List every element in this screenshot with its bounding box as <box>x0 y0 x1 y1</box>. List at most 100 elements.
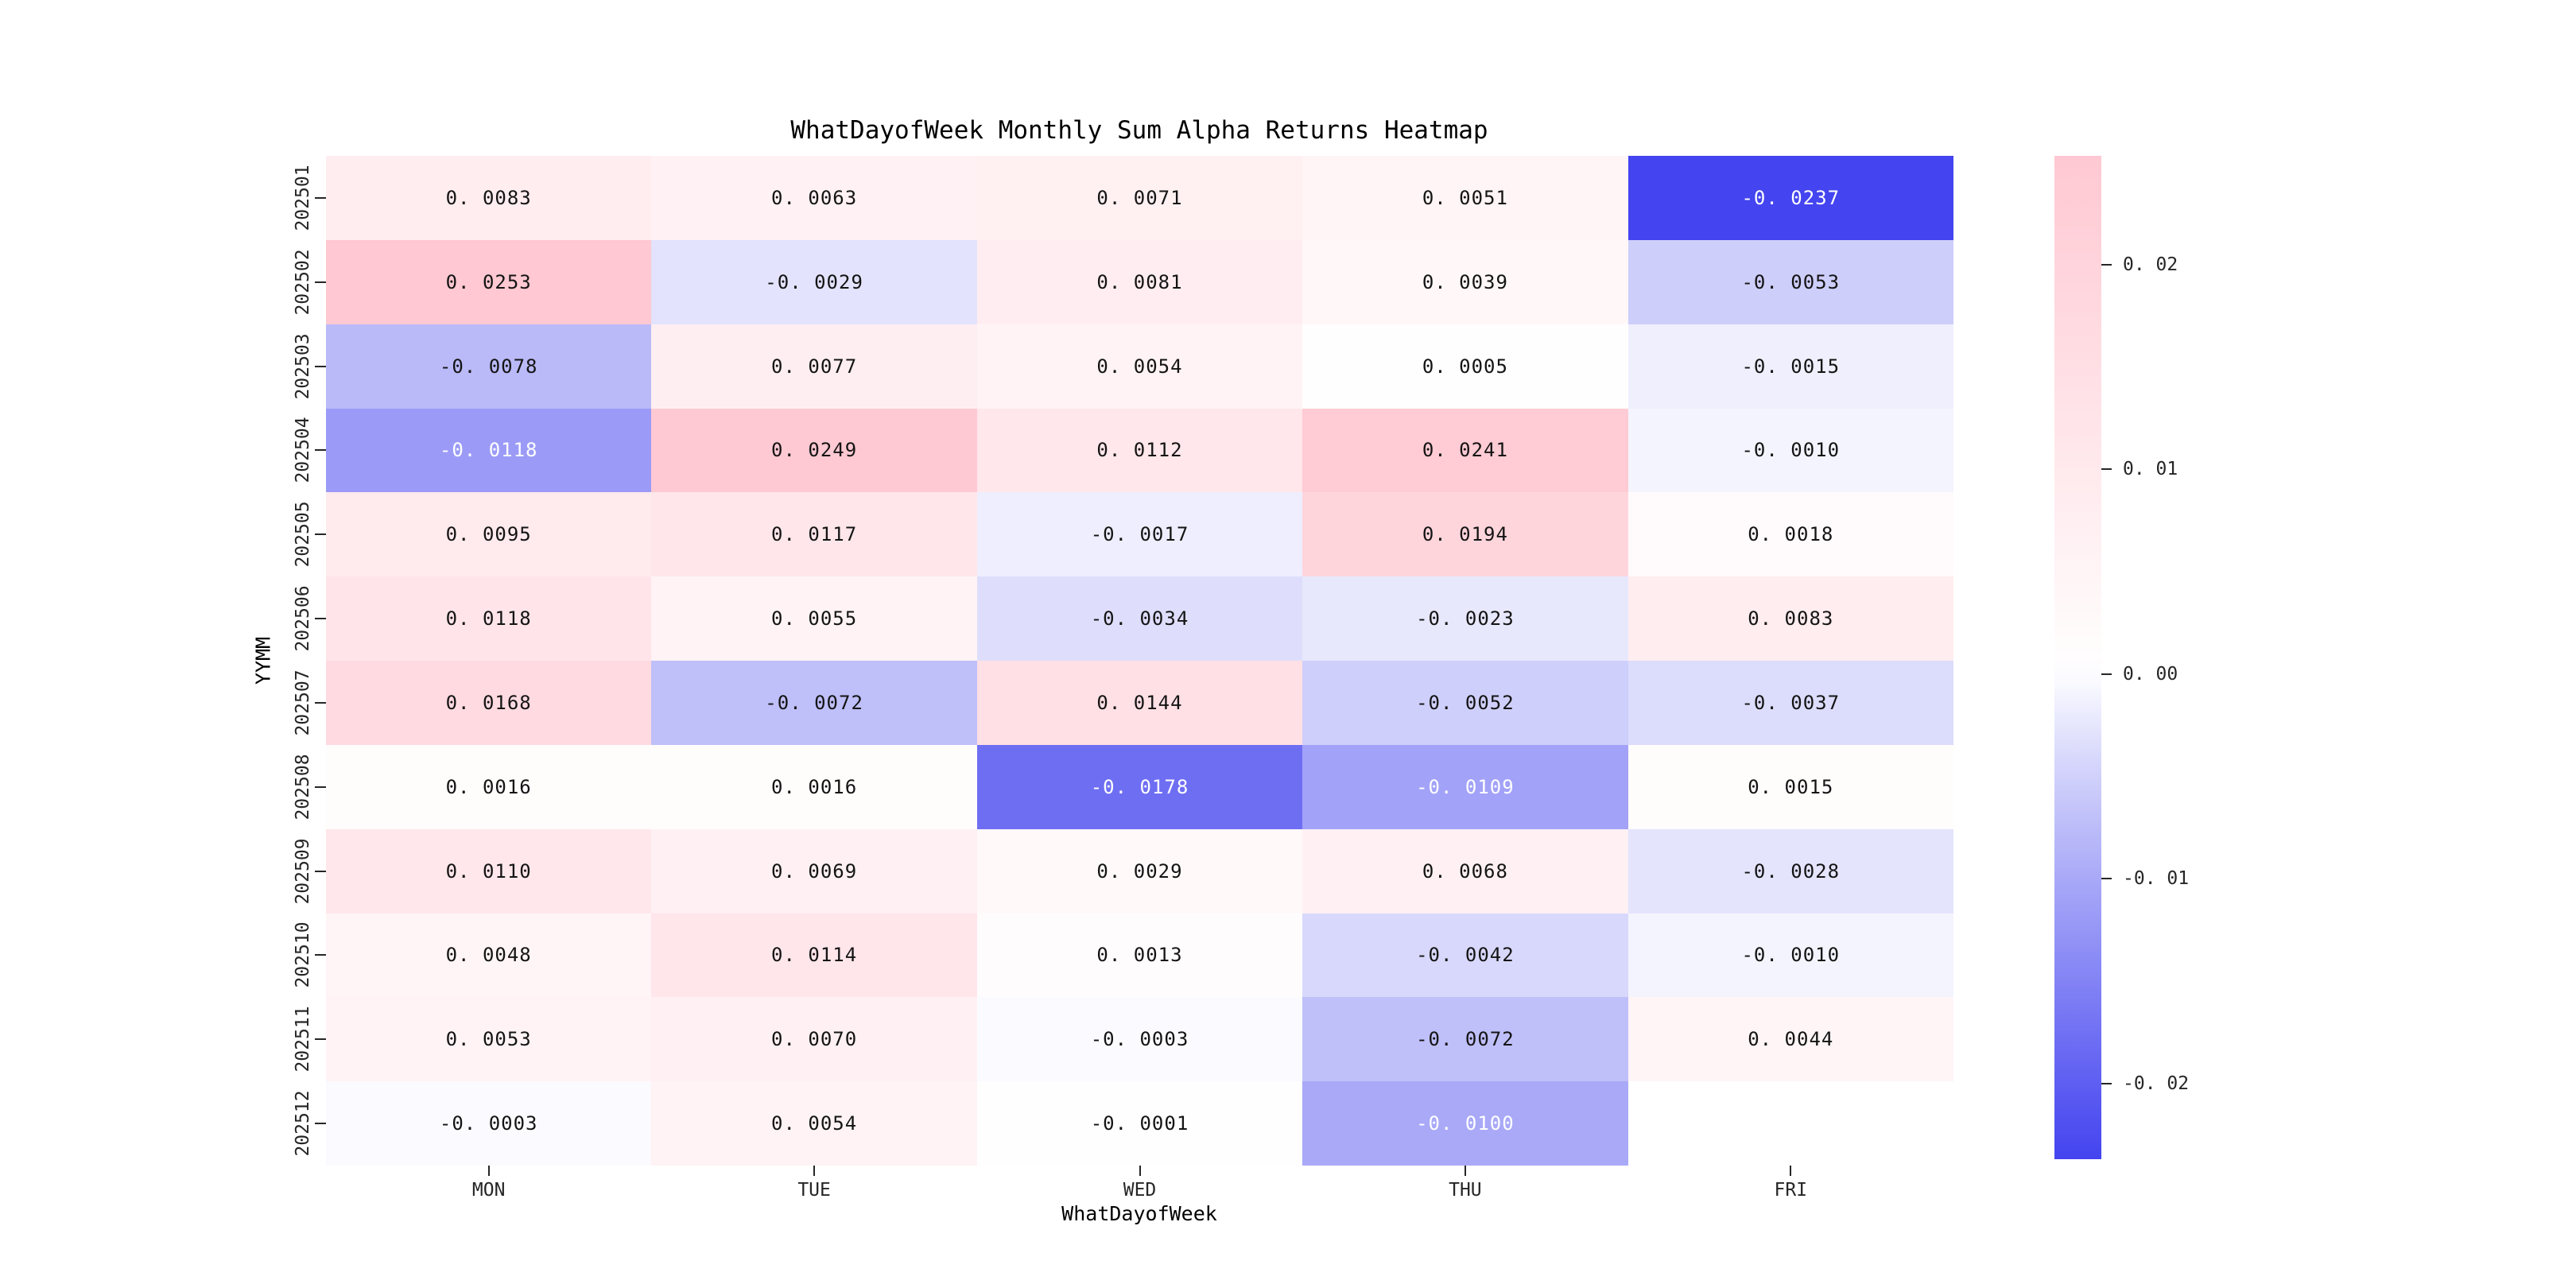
heatmap-cell-202501-MON: 0. 0083 <box>326 156 652 240</box>
x-tick-label: FRI <box>1774 1180 1808 1201</box>
x-tick-label: WED <box>1123 1180 1157 1201</box>
heatmap-cell-202504-THU: 0. 0241 <box>1302 408 1628 493</box>
heatmap-cell-202502-MON: 0. 0253 <box>326 239 652 324</box>
heatmap-cell-202503-TUE: 0. 0077 <box>651 324 977 409</box>
heatmap-cell-202507-MON: 0. 0168 <box>326 661 652 745</box>
colorbar-tick-label: -0. 02 <box>2123 1073 2190 1094</box>
heatmap-cell-202512-TUE: 0. 0054 <box>651 1081 977 1166</box>
colorbar-tick-mark <box>2101 1082 2112 1084</box>
heatmap-cell-202511-FRI: 0. 0044 <box>1627 997 1953 1082</box>
y-tick-mark <box>315 365 326 367</box>
heatmap-cell-202504-WED: 0. 0112 <box>976 408 1303 493</box>
heatmap-cell-202503-MON: -0. 0078 <box>326 324 652 409</box>
chart-title: WhatDayofWeek Monthly Sum Alpha Returns … <box>790 116 1488 145</box>
heatmap-cell-202509-TUE: 0. 0069 <box>651 828 977 914</box>
heatmap-cell-202509-WED: 0. 0029 <box>976 828 1303 914</box>
x-tick-label: MON <box>471 1180 506 1201</box>
heatmap-cell-202505-MON: 0. 0095 <box>326 492 652 577</box>
heatmap-cell-202510-WED: 0. 0013 <box>976 913 1303 998</box>
heatmap-cell-202505-TUE: 0. 0117 <box>651 492 977 577</box>
y-tick-mark <box>315 954 326 956</box>
colorbar-tick-mark <box>2101 673 2112 675</box>
heatmap-cell-202506-FRI: 0. 0083 <box>1627 576 1953 661</box>
heatmap-cell-202502-WED: 0. 0081 <box>976 239 1303 324</box>
heatmap-cell-202510-MON: 0. 0048 <box>326 913 652 998</box>
x-tick-mark <box>1139 1166 1141 1176</box>
heatmap-cell-202501-TUE: 0. 0063 <box>651 156 977 240</box>
colorbar-tick-mark <box>2101 263 2112 266</box>
x-tick-mark <box>1790 1166 1792 1176</box>
heatmap-cell-202511-TUE: 0. 0070 <box>651 997 977 1082</box>
heatmap-cell-202512-FRI <box>1627 1081 1953 1166</box>
y-tick-label: 202511 <box>293 1006 313 1073</box>
heatmap-cell-202509-MON: 0. 0110 <box>326 828 652 914</box>
y-tick-label: 202508 <box>293 754 313 821</box>
heatmap-cell-202508-WED: -0. 0178 <box>976 744 1303 829</box>
colorbar-tick-mark <box>2101 878 2112 880</box>
heatmap-cell-202504-MON: -0. 0118 <box>326 408 652 493</box>
heatmap-cell-202507-TUE: -0. 0072 <box>651 661 977 745</box>
x-tick-mark <box>1464 1166 1466 1176</box>
heatmap-cell-202503-WED: 0. 0054 <box>976 324 1303 409</box>
heatmap-cell-202508-MON: 0. 0016 <box>326 744 652 829</box>
y-tick-mark <box>315 701 326 704</box>
heatmap-cell-202502-FRI: -0. 0053 <box>1627 239 1953 324</box>
heatmap-cell-202512-WED: -0. 0001 <box>976 1081 1303 1166</box>
y-tick-label: 202505 <box>293 501 313 568</box>
y-tick-label: 202502 <box>293 249 313 316</box>
x-tick-mark <box>813 1166 816 1176</box>
y-tick-label: 202512 <box>293 1090 313 1157</box>
heatmap-cell-202508-FRI: 0. 0015 <box>1627 744 1953 829</box>
heatmap-cell-202512-THU: -0. 0100 <box>1302 1081 1628 1166</box>
heatmap-cell-202509-FRI: -0. 0028 <box>1627 828 1953 914</box>
y-tick-label: 202504 <box>293 417 313 483</box>
heatmap-cell-202507-FRI: -0. 0037 <box>1627 661 1953 745</box>
colorbar-tick-label: 0. 02 <box>2123 254 2178 275</box>
heatmap-cell-202511-WED: -0. 0003 <box>976 997 1303 1082</box>
y-tick-label: 202509 <box>293 838 313 905</box>
y-tick-mark <box>315 870 326 872</box>
y-tick-mark <box>315 786 326 788</box>
x-axis-label: WhatDayofWeek <box>1061 1202 1217 1225</box>
colorbar-tick-label: 0. 01 <box>2123 459 2178 480</box>
heatmap-cell-202509-THU: 0. 0068 <box>1302 828 1628 914</box>
heatmap-cell-202511-THU: -0. 0072 <box>1302 997 1628 1082</box>
heatmap-cell-202506-THU: -0. 0023 <box>1302 576 1628 661</box>
heatmap-grid: 0. 0083 0. 0063 0. 0071 0. 0051 -0. 0237 0. 0… <box>326 156 1953 1166</box>
heatmap-cell-202503-THU: 0. 0005 <box>1302 324 1628 409</box>
y-tick-mark <box>315 533 326 536</box>
colorbar-tick-label: -0. 01 <box>2123 868 2190 890</box>
y-tick-label: 202507 <box>293 669 313 736</box>
heatmap-cell-202507-WED: 0. 0144 <box>976 661 1303 745</box>
heatmap-cell-202506-TUE: 0. 0055 <box>651 576 977 661</box>
x-tick-label: TUE <box>797 1180 831 1201</box>
y-tick-mark <box>315 1038 326 1041</box>
heatmap-cell-202510-THU: -0. 0042 <box>1302 913 1628 998</box>
heatmap-cell-202503-FRI: -0. 0015 <box>1627 324 1953 409</box>
heatmap-cell-202512-MON: -0. 0003 <box>326 1081 652 1166</box>
heatmap-cell-202501-THU: 0. 0051 <box>1302 156 1628 240</box>
heatmap-cell-202502-TUE: -0. 0029 <box>651 239 977 324</box>
heatmap-cell-202501-FRI: -0. 0237 <box>1627 156 1953 240</box>
heatmap-cell-202502-THU: 0. 0039 <box>1302 239 1628 324</box>
heatmap-cell-202506-MON: 0. 0118 <box>326 576 652 661</box>
y-tick-mark <box>315 449 326 452</box>
heatmap-cell-202507-THU: -0. 0052 <box>1302 661 1628 745</box>
y-tick-mark <box>315 618 326 620</box>
heatmap-cell-202505-FRI: 0. 0018 <box>1627 492 1953 577</box>
y-tick-mark <box>315 1123 326 1125</box>
y-tick-mark <box>315 196 326 199</box>
heatmap-cell-202501-WED: 0. 0071 <box>976 156 1303 240</box>
heatmap-cell-202511-MON: 0. 0053 <box>326 997 652 1082</box>
heatmap-cell-202510-TUE: 0. 0114 <box>651 913 977 998</box>
x-tick-label: THU <box>1449 1180 1482 1201</box>
heatmap-cell-202504-FRI: -0. 0010 <box>1627 408 1953 493</box>
heatmap-cell-202505-THU: 0. 0194 <box>1302 492 1628 577</box>
heatmap-cell-202508-TUE: 0. 0016 <box>651 744 977 829</box>
colorbar-tick-label: 0. 00 <box>2123 663 2178 685</box>
x-tick-mark <box>487 1166 490 1176</box>
heatmap-cell-202506-WED: -0. 0034 <box>976 576 1303 661</box>
y-tick-label: 202506 <box>293 585 313 652</box>
y-tick-label: 202510 <box>293 921 313 988</box>
